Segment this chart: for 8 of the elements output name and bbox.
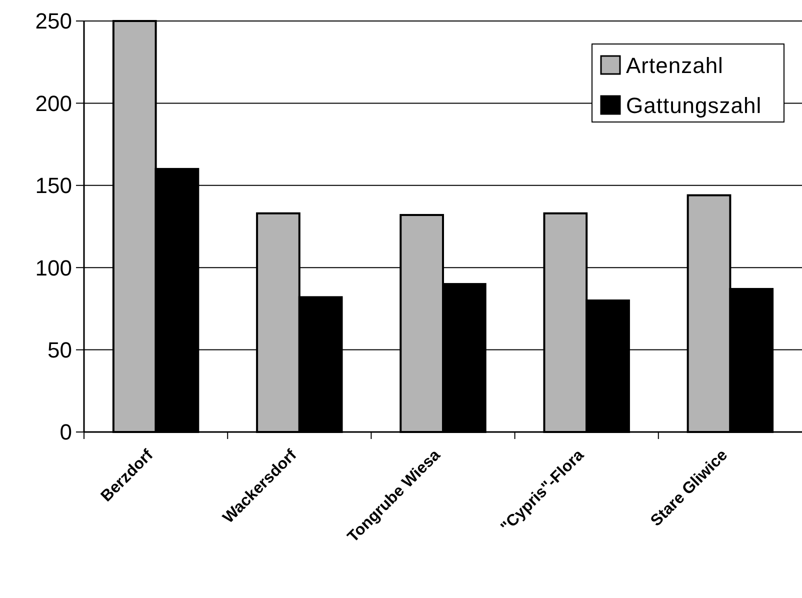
y-tick-label: 250 xyxy=(35,8,72,34)
y-tick-label: 100 xyxy=(35,255,72,280)
y-tick-label: 150 xyxy=(35,173,72,198)
y-tick-label: 50 xyxy=(48,338,72,362)
legend-label: Gattungszahl xyxy=(626,93,762,118)
y-tick-label: 200 xyxy=(35,90,72,116)
y-tick-label: 0 xyxy=(60,420,72,445)
legend-label: Artenzahl xyxy=(626,53,724,78)
